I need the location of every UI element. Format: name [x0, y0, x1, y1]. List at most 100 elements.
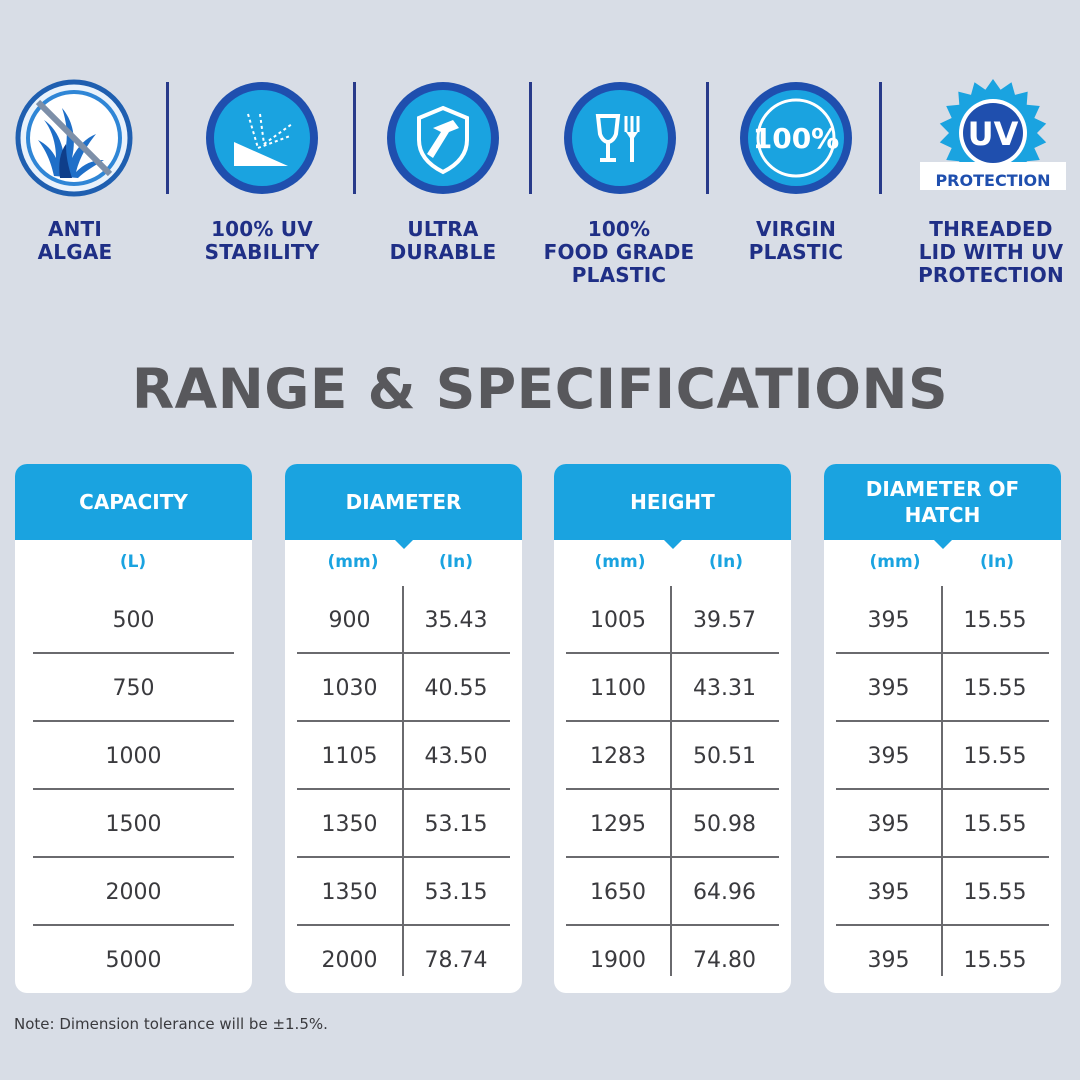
column-divider	[670, 586, 672, 976]
row-divider	[566, 788, 779, 790]
table-row: 750	[33, 654, 234, 722]
row-divider	[566, 652, 779, 654]
height-rows: 1005 39.57 1100 43.31 1283 50.51 1295 50.98 1650…	[566, 586, 779, 994]
height-mm-value: 1283	[590, 743, 646, 769]
table-row: 395 15.55	[836, 926, 1049, 994]
height-in-value: 39.57	[693, 607, 756, 633]
features-row: ANTI ALGAE 100% UV STABILITY ULTRA DURAB…	[0, 0, 1080, 330]
capacity-value: 750	[112, 675, 155, 701]
capacity-value: 5000	[105, 947, 162, 973]
capacity-value: 2000	[105, 879, 162, 905]
column-divider	[941, 586, 943, 976]
hatch-in-value: 15.55	[963, 607, 1027, 633]
height-in-value: 50.51	[693, 743, 756, 769]
height-mm-value: 1295	[590, 811, 646, 837]
page-title: RANGE & SPECIFICATIONS	[131, 357, 949, 421]
feature-label-food-grade: 100% FOOD GRADE PLASTIC	[543, 217, 695, 287]
hatch-mm-value: 395	[867, 743, 910, 769]
hatch-header: DIAMETER OF HATCH	[824, 464, 1061, 549]
feature-divider	[706, 82, 709, 194]
capacity-header-label: CAPACITY	[79, 490, 188, 514]
diameter-mm-value: 2000	[321, 947, 378, 973]
height-mm-value: 1900	[590, 947, 646, 973]
hatch-in-value: 15.55	[963, 811, 1027, 837]
capacity-unit: (L)	[119, 552, 147, 572]
hatch-unit-mm: (mm)	[869, 552, 921, 572]
hatch-mm-value: 395	[867, 879, 910, 905]
height-in-value: 64.96	[693, 879, 756, 905]
height-unit-mm: (mm)	[594, 552, 646, 572]
diameter-mm-value: 1350	[321, 811, 378, 837]
feature-label-threaded-lid: THREADED LID WITH UV PROTECTION	[918, 217, 1064, 287]
feature-label-anti-algae: ANTI ALGAE	[37, 217, 113, 264]
hatch-in-value: 15.55	[963, 879, 1027, 905]
header-notch	[932, 539, 953, 549]
height-units: (mm) (In)	[554, 552, 791, 576]
row-divider	[33, 788, 234, 790]
virgin-plastic-badge-text: 100%	[753, 122, 840, 155]
header-notch	[393, 539, 414, 549]
hatch-in-value: 15.55	[963, 947, 1027, 973]
hatch-header-label: DIAMETER OF HATCH	[865, 477, 1020, 527]
diameter-in-value: 35.43	[424, 607, 488, 633]
capacity-value: 1500	[105, 811, 162, 837]
feature-label-uv-stability: 100% UV STABILITY	[204, 217, 320, 264]
row-divider	[33, 720, 234, 722]
height-mm-value: 1650	[590, 879, 646, 905]
table-row: 1500	[33, 790, 234, 858]
diameter-header: DIAMETER	[285, 464, 522, 549]
row-divider	[566, 924, 779, 926]
diameter-unit-in: (In)	[439, 552, 473, 572]
hatch-mm-value: 395	[867, 607, 910, 633]
table-row: 1005 39.57	[566, 586, 779, 654]
height-in-value: 74.80	[693, 947, 756, 973]
table-row: 395 15.55	[836, 654, 1049, 722]
table-row: 1650 64.96	[566, 858, 779, 926]
diameter-in-value: 53.15	[424, 811, 488, 837]
row-divider	[33, 924, 234, 926]
capacity-header: CAPACITY	[15, 464, 252, 540]
diameter-in-value: 53.15	[424, 879, 488, 905]
feature-label-virgin-plastic: VIRGIN PLASTIC	[748, 217, 844, 264]
ultra-durable-icon	[383, 78, 503, 198]
food-grade-icon	[560, 78, 680, 198]
table-row: 1900 74.80	[566, 926, 779, 994]
uv-protection-badge-icon: UV PROTECTION	[918, 78, 1068, 198]
table-row: 1000	[33, 722, 234, 790]
row-divider	[566, 720, 779, 722]
uv-stability-icon	[202, 78, 322, 198]
uv-badge-subtext: PROTECTION	[935, 171, 1050, 190]
height-unit-in: (In)	[709, 552, 743, 572]
diameter-mm-value: 1105	[321, 743, 378, 769]
table-row: 2000	[33, 858, 234, 926]
capacity-units: (L)	[15, 552, 252, 576]
hatch-in-value: 15.55	[963, 743, 1027, 769]
table-row: 1283 50.51	[566, 722, 779, 790]
height-mm-value: 1005	[590, 607, 646, 633]
header-notch	[662, 539, 683, 549]
diameter-units: (mm) (In)	[285, 552, 522, 576]
tolerance-note: Note: Dimension tolerance will be ±1.5%.	[14, 1015, 328, 1033]
hatch-units: (mm) (In)	[824, 552, 1061, 576]
row-divider	[33, 856, 234, 858]
diameter-table: DIAMETER (mm) (In) 900 35.43 1030 40.55 1105…	[285, 464, 522, 993]
capacity-rows: 500 750 1000 1500 2000 5000	[33, 586, 234, 994]
height-mm-value: 1100	[590, 675, 646, 701]
hatch-mm-value: 395	[867, 675, 910, 701]
table-row: 500	[33, 586, 234, 654]
table-row: 1295 50.98	[566, 790, 779, 858]
hatch-table: DIAMETER OF HATCH (mm) (In) 395 15.55 395 1…	[824, 464, 1061, 993]
capacity-value: 500	[112, 607, 155, 633]
height-in-value: 50.98	[693, 811, 756, 837]
table-row: 5000	[33, 926, 234, 994]
height-header-label: HEIGHT	[630, 490, 715, 514]
row-divider	[566, 856, 779, 858]
feature-divider	[879, 82, 882, 194]
anti-algae-icon	[14, 78, 134, 198]
height-table: HEIGHT (mm) (In) 1005 39.57 1100 43.31 1283 5…	[554, 464, 791, 993]
diameter-header-label: DIAMETER	[345, 490, 462, 514]
height-header: HEIGHT	[554, 464, 791, 549]
table-row: 1100 43.31	[566, 654, 779, 722]
feature-divider	[529, 82, 532, 194]
feature-divider	[353, 82, 356, 194]
